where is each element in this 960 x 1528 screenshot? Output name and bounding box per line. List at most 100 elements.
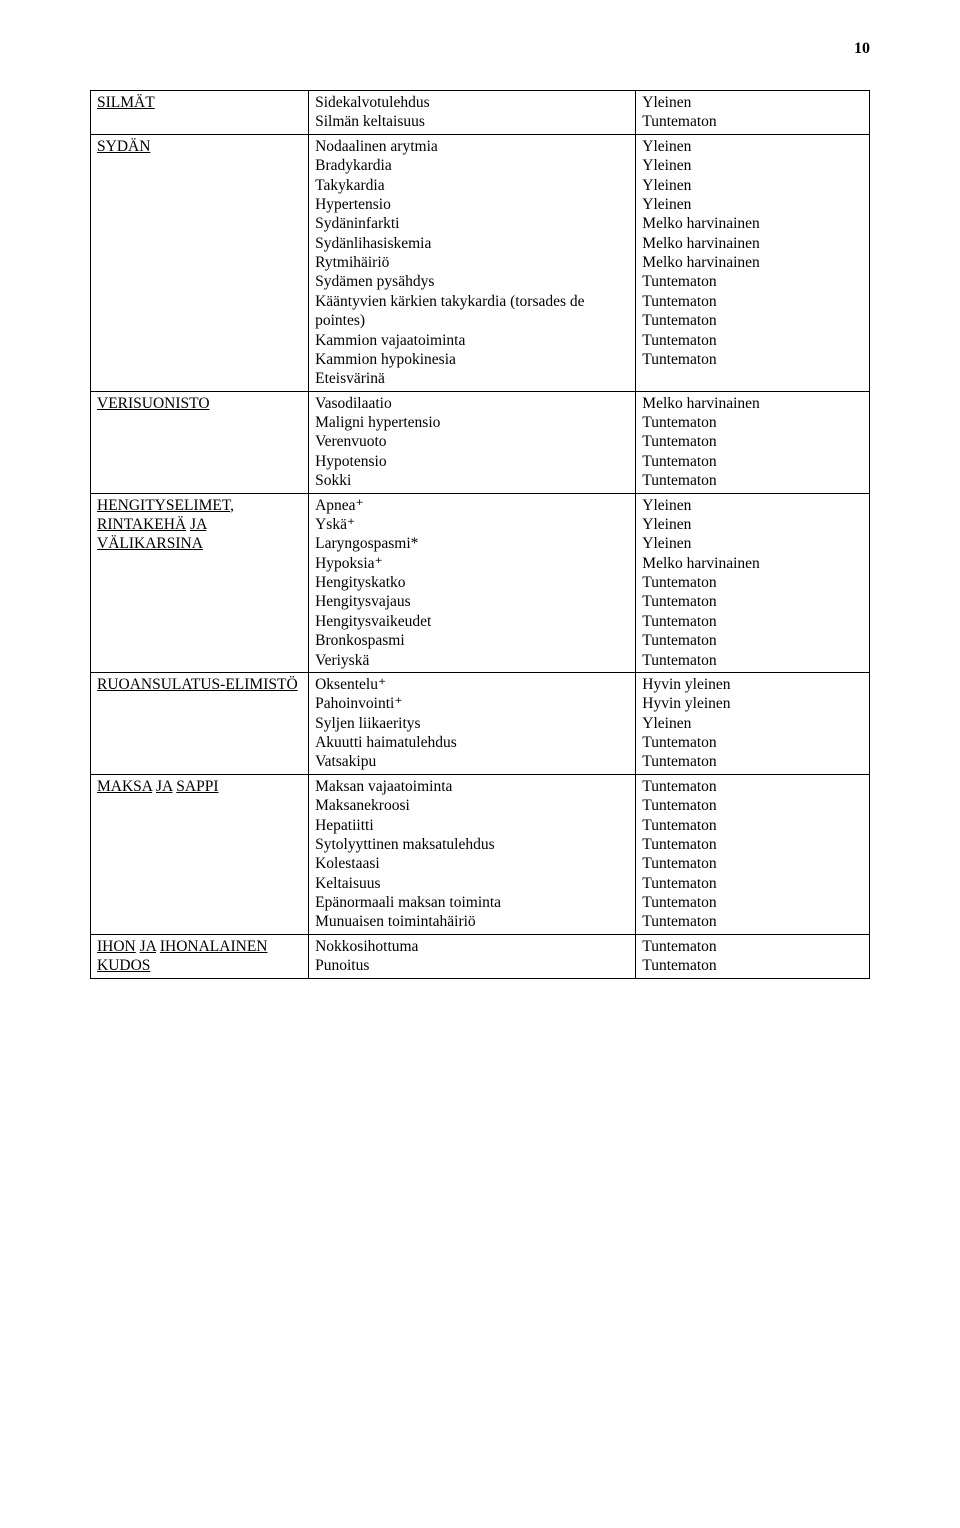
category-label: RINTAKEHÄ	[97, 516, 186, 533]
items-cell: VasodilaatioMaligni hypertensioVerenvuot…	[309, 391, 636, 493]
category-label: JA	[190, 516, 206, 533]
frequency-label: Tuntematon	[642, 432, 863, 451]
frequency-label: Yleinen	[642, 137, 863, 156]
item-label: Hypotensio	[315, 452, 629, 471]
frequency-label: Tuntematon	[642, 350, 863, 369]
table-row: RUOANSULATUS-ELIMISTÖOksentelu⁺Pahoinvoi…	[91, 672, 870, 774]
item-label: Rytmihäiriö	[315, 253, 629, 272]
item-label: Akuutti haimatulehdus	[315, 733, 629, 752]
frequency-label: Tuntematon	[642, 835, 863, 854]
item-label: Pahoinvointi⁺	[315, 694, 629, 713]
item-label: Bradykardia	[315, 156, 629, 175]
item-label: Nodaalinen arytmia	[315, 137, 629, 156]
category-label: SAPPI	[176, 778, 218, 795]
table-row: HENGITYSELIMET, RINTAKEHÄ JA VÄLIKARSINA…	[91, 493, 870, 672]
frequency-label: Tuntematon	[642, 854, 863, 873]
item-label: Vasodilaatio	[315, 394, 629, 413]
items-cell: SidekalvotulehdusSilmän keltaisuus	[309, 91, 636, 135]
frequency-label: Tuntematon	[642, 733, 863, 752]
item-label: Kammion vajaatoiminta	[315, 331, 629, 350]
frequency-label: Tuntematon	[642, 752, 863, 771]
item-label: Sydänlihasiskemia	[315, 234, 629, 253]
frequency-label: Tuntematon	[642, 311, 863, 330]
frequency-label: Tuntematon	[642, 272, 863, 291]
frequency-label: Yleinen	[642, 176, 863, 195]
frequency-cell: Melko harvinainenTuntematonTuntematonTun…	[636, 391, 870, 493]
frequency-label: Tuntematon	[642, 816, 863, 835]
item-label: Nokkosihottuma	[315, 937, 629, 956]
item-label: Hepatiitti	[315, 816, 629, 835]
table-row: MAKSA JA SAPPI Maksan vajaatoimintaMaksan…	[91, 774, 870, 934]
frequency-label: Tuntematon	[642, 893, 863, 912]
item-label: Hengitysvaikeudet	[315, 612, 629, 631]
item-label: Maksan vajaatoiminta	[315, 777, 629, 796]
frequency-label: Yleinen	[642, 534, 863, 553]
items-cell: Apnea⁺Yskä⁺Laryngospasmi*Hypoksia⁺Hengit…	[309, 493, 636, 672]
adverse-effects-table: SILMÄTSidekalvotulehdusSilmän keltaisuus…	[90, 90, 870, 979]
frequency-cell: TuntematonTuntematon	[636, 934, 870, 978]
item-label: Verenvuoto	[315, 432, 629, 451]
items-cell: Nodaalinen arytmiaBradykardiaTakykardiaH…	[309, 134, 636, 391]
item-label: Hengitysvajaus	[315, 592, 629, 611]
item-label: Kolestaasi	[315, 854, 629, 873]
category-label: JA	[140, 938, 156, 955]
category-label: HENGITYSELIMET,	[97, 497, 234, 514]
frequency-cell: Hyvin yleinenHyvin yleinenYleinenTuntema…	[636, 672, 870, 774]
item-label: Bronkospasmi	[315, 631, 629, 650]
table-row: IHON JA IHONALAINEN KUDOSNokkosihottumaP…	[91, 934, 870, 978]
frequency-cell: YleinenYleinenYleinenMelko harvinainenTu…	[636, 493, 870, 672]
item-label: Silmän keltaisuus	[315, 112, 629, 131]
frequency-label: Yleinen	[642, 496, 863, 515]
item-label: Eteisvärinä	[315, 369, 629, 388]
item-label: Sydämen pysähdys	[315, 272, 629, 291]
category-cell: IHON JA IHONALAINEN KUDOS	[91, 934, 309, 978]
item-label: Kammion hypokinesia	[315, 350, 629, 369]
table-row: SILMÄTSidekalvotulehdusSilmän keltaisuus…	[91, 91, 870, 135]
category-cell: SYDÄN	[91, 134, 309, 391]
frequency-label: Tuntematon	[642, 874, 863, 893]
frequency-label: Melko harvinainen	[642, 253, 863, 272]
category-cell: SILMÄT	[91, 91, 309, 135]
item-label: Hypoksia⁺	[315, 554, 629, 573]
category-label: IHON	[97, 938, 136, 955]
category-label: MAKSA	[97, 778, 152, 795]
category-label: JA	[156, 778, 172, 795]
category-cell: VERISUONISTO	[91, 391, 309, 493]
table-row: VERISUONISTO VasodilaatioMaligni hyperten…	[91, 391, 870, 493]
item-label: Maksanekroosi	[315, 796, 629, 815]
frequency-label: Tuntematon	[642, 912, 863, 931]
table-row: SYDÄNNodaalinen arytmiaBradykardiaTakyka…	[91, 134, 870, 391]
item-label: Sidekalvotulehdus	[315, 93, 629, 112]
frequency-label: Tuntematon	[642, 292, 863, 311]
items-cell: Oksentelu⁺Pahoinvointi⁺Syljen liikaerity…	[309, 672, 636, 774]
item-label: Hengityskatko	[315, 573, 629, 592]
frequency-label: Yleinen	[642, 714, 863, 733]
items-cell: NokkosihottumaPunoitus	[309, 934, 636, 978]
item-label: Punoitus	[315, 956, 629, 975]
item-label: Keltaisuus	[315, 874, 629, 893]
item-label: Kääntyvien kärkien takykardia (torsades …	[315, 292, 629, 331]
frequency-label: Tuntematon	[642, 413, 863, 432]
page-number: 10	[854, 40, 870, 58]
category-label: VERISUONISTO	[97, 395, 210, 412]
item-label: Maligni hypertensio	[315, 413, 629, 432]
frequency-label: Yleinen	[642, 195, 863, 214]
document-page: 10 SILMÄTSidekalvotulehdusSilmän keltais…	[0, 0, 960, 1528]
item-label: Veriyskä	[315, 651, 629, 670]
frequency-label: Tuntematon	[642, 471, 863, 490]
frequency-label: Tuntematon	[642, 651, 863, 670]
category-label: IHONALAINEN	[160, 938, 268, 955]
frequency-label: Tuntematon	[642, 777, 863, 796]
frequency-label: Melko harvinainen	[642, 554, 863, 573]
frequency-label: Melko harvinainen	[642, 234, 863, 253]
item-label: Laryngospasmi*	[315, 534, 629, 553]
frequency-cell: YleinenTuntematon	[636, 91, 870, 135]
frequency-label: Yleinen	[642, 515, 863, 534]
item-label: Takykardia	[315, 176, 629, 195]
frequency-label: Melko harvinainen	[642, 394, 863, 413]
item-label: Epänormaali maksan toiminta	[315, 893, 629, 912]
frequency-label: Tuntematon	[642, 956, 863, 975]
item-label: Sytolyyttinen maksatulehdus	[315, 835, 629, 854]
frequency-label: Tuntematon	[642, 937, 863, 956]
item-label: Sydäninfarkti	[315, 214, 629, 233]
